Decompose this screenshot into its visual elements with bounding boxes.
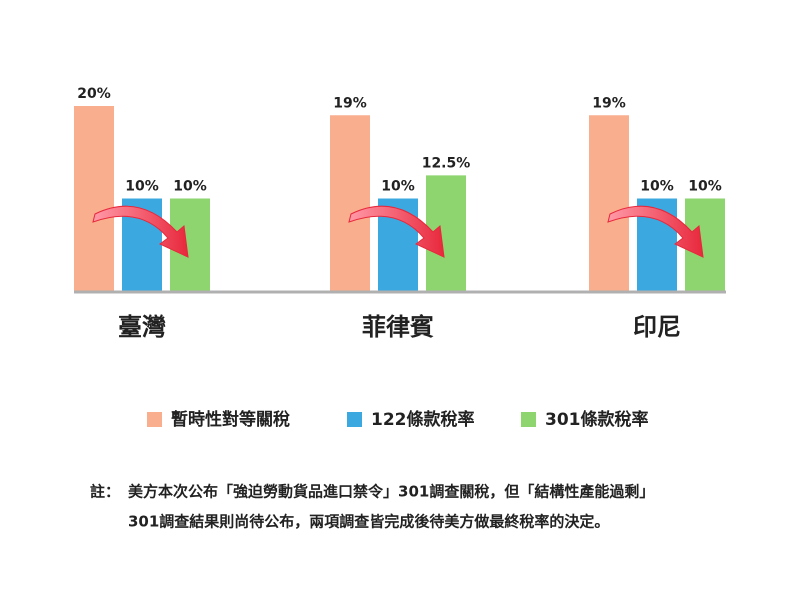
legend-label: 301條款稅率 <box>545 409 649 430</box>
value-label: 10% <box>125 179 159 195</box>
value-label: 12.5% <box>422 155 471 171</box>
value-label: 20% <box>77 86 111 102</box>
note-line: 美方本次公布「強迫勞動貨品進口禁令」301調查關稅，但「結構性產能過剩」 <box>128 483 654 501</box>
legend-label: 暫時性對等關稅 <box>171 409 290 430</box>
value-label: 10% <box>173 179 207 195</box>
legend-label: 122條款稅率 <box>371 409 475 430</box>
value-label: 19% <box>333 95 367 111</box>
value-label: 19% <box>592 95 626 111</box>
note-label: 註： <box>90 483 120 501</box>
arrow <box>92 205 189 258</box>
value-label: 10% <box>640 179 674 195</box>
category-label: 臺灣 <box>118 313 166 341</box>
legend-swatch <box>347 412 362 427</box>
category-label: 菲律賓 <box>362 313 434 341</box>
arrow <box>348 205 445 258</box>
bar <box>330 115 370 291</box>
legend-swatch <box>147 412 162 427</box>
value-label: 10% <box>381 179 415 195</box>
category-label: 印尼 <box>633 313 681 341</box>
value-label: 10% <box>688 179 722 195</box>
plot: 20% 10% 10% 19% 10% 12.5% 19% 10% 10% <box>74 86 725 291</box>
note-line: 301調查結果則尚待公布，兩項調查皆完成後待美方做最終稅率的決定。 <box>128 513 609 531</box>
arrow <box>607 205 704 258</box>
legend-swatch <box>521 412 536 427</box>
bar <box>74 106 114 291</box>
bar <box>589 115 629 291</box>
